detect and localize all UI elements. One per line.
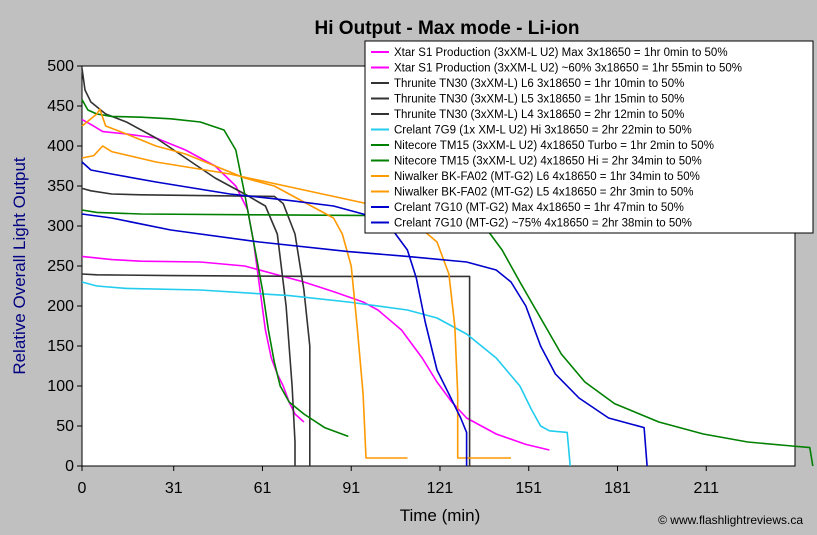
credit-text: © www.flashlightreviews.ca [658,513,803,527]
legend-entry: Xtar S1 Production (3xXM-L U2) ~60% 3x18… [394,63,742,75]
legend-entry: Nitecore TM15 (3xXM-L U2) 4x18650 Hi = 2… [394,156,702,168]
x-axis-title: Time (min) [400,506,481,525]
y-axis-title: Relative Overall Light Output [10,157,29,375]
legend-entry: Thrunite TN30 (3xXM-L) L5 3x18650 = 1hr … [394,94,684,106]
y-tick-label: 200 [47,298,74,315]
y-tick-label: 450 [47,98,74,115]
legend-entry: Crelant 7G10 (MT-G2) Max 4x18650 = 1hr 4… [394,202,684,214]
y-tick-label: 0 [65,458,74,475]
x-tick-label: 211 [693,480,719,497]
series-line-4 [81,187,311,466]
y-tick-label: 50 [56,418,74,435]
y-tick-label: 350 [47,178,74,195]
y-axis: 0 50 100 150 200 250 300 350 400 450 500 [47,58,82,475]
series-lines [81,68,814,467]
x-tick-label: 151 [515,480,542,497]
y-tick-label: 500 [47,58,74,75]
chart-title: Hi Output - Max mode - Li-ion [315,18,580,39]
legend: Xtar S1 Production (3xXM-L U2) Max 3x186… [364,40,814,234]
legend-entry: Nitecore TM15 (3xXM-L U2) 4x18650 Turbo … [394,140,714,152]
x-tick-label: 31 [165,480,183,497]
y-tick-label: 150 [47,338,74,355]
series-line-12 [81,213,648,467]
legend-entry: Niwalker BK-FA02 (MT-G2) L6 4x18650 = 1h… [394,171,700,183]
legend-entry: Crelant 7G9 (1x XM-L U2) Hi 3x18650 = 2h… [394,125,692,137]
series-line-7 [81,99,349,438]
y-tick-label: 300 [47,218,74,235]
legend-entry: Crelant 7G10 (MT-G2) ~75% 4x18650 = 2hr … [394,218,692,230]
series-line-3 [81,68,296,466]
series-line-6 [81,281,571,467]
legend-entry: Xtar S1 Production (3xXM-L U2) Max 3x186… [394,47,728,59]
y-tick-label: 100 [47,378,74,395]
series-line-8 [81,209,814,467]
x-tick-label: 61 [254,480,272,497]
legend-entry: Thrunite TN30 (3xXM-L) L4 3x18650 = 2hr … [394,109,684,121]
x-tick-label: 0 [78,480,87,497]
x-tick-label: 181 [604,480,631,497]
y-tick-label: 400 [47,138,74,155]
legend-box [364,40,814,234]
series-line-9 [81,108,408,459]
x-tick-label: 91 [342,480,360,497]
series-line-2 [81,255,550,451]
legend-entry: Thrunite TN30 (3xXM-L) L6 3x18650 = 1hr … [394,78,684,90]
x-tick-label: 121 [427,480,454,497]
y-tick-label: 250 [47,258,74,275]
series-line-5 [81,273,471,466]
x-axis: 0 31 61 91 121 151 181 211 [78,466,719,497]
legend-entry: Niwalker BK-FA02 (MT-G2) L5 4x18650 = 2h… [394,187,693,199]
